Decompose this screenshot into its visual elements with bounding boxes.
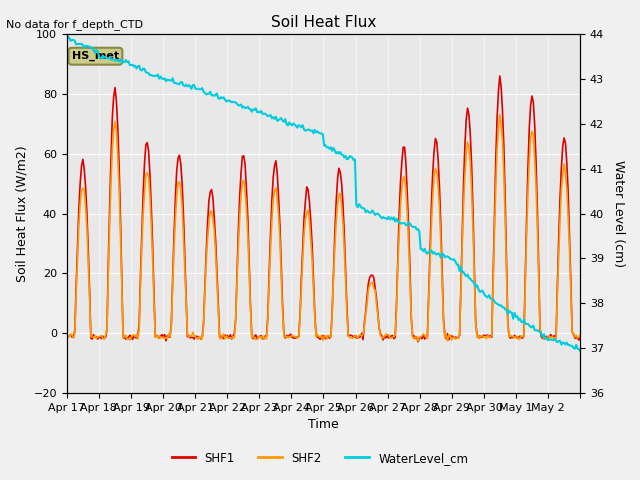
Legend: SHF1, SHF2, WaterLevel_cm: SHF1, SHF2, WaterLevel_cm: [167, 447, 473, 469]
SHF2: [414, 338, 422, 344]
WaterLevel_cm: [63, 36, 70, 42]
Y-axis label: Water Level (cm): Water Level (cm): [612, 160, 625, 267]
SHF2: [63, 335, 70, 341]
Text: HS_met: HS_met: [72, 51, 119, 61]
Line: SHF2: SHF2: [67, 115, 580, 341]
Title: Soil Heat Flux: Soil Heat Flux: [271, 15, 376, 30]
Line: SHF1: SHF1: [67, 76, 580, 342]
SHF2: [575, 334, 582, 340]
Line: WaterLevel_cm: WaterLevel_cm: [67, 36, 580, 351]
SHF2: [496, 112, 504, 118]
SHF1: [430, 148, 438, 154]
SHF2: [577, 331, 584, 337]
WaterLevel_cm: [577, 348, 584, 354]
SHF1: [63, 333, 70, 339]
WaterLevel_cm: [573, 346, 581, 351]
SHF1: [97, 334, 104, 339]
X-axis label: Time: Time: [308, 419, 339, 432]
SHF1: [327, 334, 335, 339]
WaterLevel_cm: [98, 56, 106, 61]
SHF2: [327, 335, 335, 340]
Y-axis label: Soil Heat Flux (W/m2): Soil Heat Flux (W/m2): [15, 145, 28, 282]
SHF1: [414, 339, 422, 345]
SHF2: [430, 174, 438, 180]
WaterLevel_cm: [82, 43, 90, 48]
WaterLevel_cm: [430, 249, 438, 255]
SHF1: [508, 334, 516, 340]
SHF1: [575, 337, 582, 343]
SHF1: [81, 166, 88, 172]
WaterLevel_cm: [64, 34, 72, 39]
WaterLevel_cm: [328, 148, 336, 154]
SHF2: [97, 333, 104, 339]
WaterLevel_cm: [507, 310, 515, 315]
SHF2: [508, 334, 516, 339]
Text: No data for f_depth_CTD: No data for f_depth_CTD: [6, 19, 143, 30]
SHF2: [81, 186, 88, 192]
SHF1: [496, 73, 504, 79]
SHF1: [577, 335, 584, 340]
